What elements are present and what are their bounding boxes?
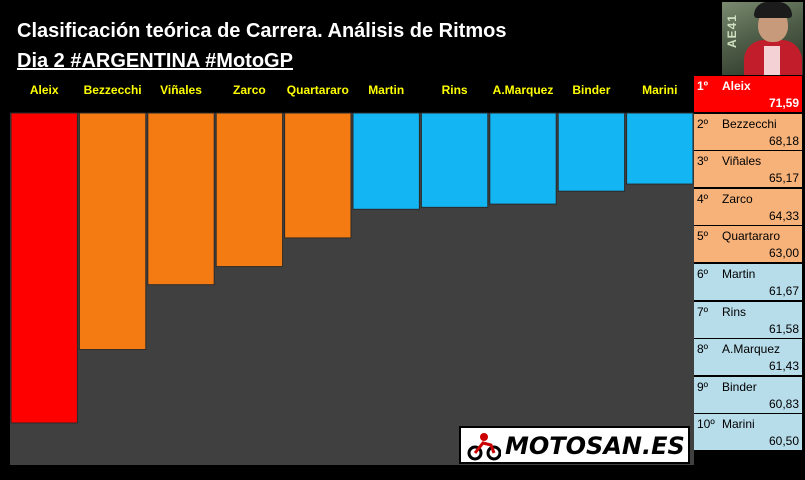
- category-label: Viñales: [160, 83, 202, 97]
- bar-binder: [557, 112, 626, 192]
- ranking-position: 9º: [697, 379, 709, 394]
- pace-bar-chart: Aleix Bezzecchi Viñales Zarco Quartararo Mart…: [10, 83, 694, 465]
- ranking-item: 8º A.Marquez 61,43: [694, 339, 802, 376]
- ranking-value: 63,00: [768, 246, 799, 261]
- ranking-position: 7º: [697, 304, 709, 319]
- page-subtitle: Dia 2 #ARGENTINA #MotoGP: [17, 50, 293, 72]
- ranking-position: 6º: [697, 267, 709, 281]
- ranking-rider-name: Aleix: [722, 79, 751, 93]
- category-label: Martin: [368, 83, 404, 97]
- category-label: Binder: [572, 83, 610, 97]
- ranking-rider-name: A.Marquez: [722, 342, 781, 357]
- ranking-position: 5º: [697, 229, 709, 244]
- bar-bezzecchi: [78, 112, 147, 351]
- ranking-position: 3º: [697, 154, 709, 169]
- ranking-rider-name: Martin: [722, 267, 756, 281]
- ranking-position: 8º: [697, 342, 709, 357]
- motorbike-rider-icon: [467, 433, 501, 461]
- logo-text: MOTOSAN.ES: [505, 432, 685, 460]
- ranking-position: 4º: [697, 191, 709, 206]
- ranking-item: 10º Marini 60,50: [694, 414, 802, 451]
- ranking-value: 61,58: [768, 321, 799, 336]
- ranking-item: 1º Aleix 71,59: [694, 76, 802, 112]
- photo-plate-text: AE41: [725, 14, 739, 49]
- ranking-item: 5º Quartararo 63,00: [694, 226, 802, 263]
- ranking-value: 68,18: [768, 133, 799, 148]
- motosan-logo: MOTOSAN.ES: [459, 426, 690, 464]
- ranking-rider-name: Binder: [722, 379, 757, 394]
- ranking-value: 60,50: [768, 434, 799, 449]
- ranking-value: 65,17: [768, 171, 799, 186]
- ranking-value: 71,59: [768, 96, 799, 110]
- ranking-value: 61,67: [768, 284, 799, 298]
- bar-aleix: [10, 112, 78, 424]
- page-title: Clasificación teórica de Carrera. Anális…: [17, 20, 507, 42]
- category-label: Marini: [642, 83, 677, 97]
- ranking-value: 60,83: [768, 396, 799, 411]
- bar-zarco: [215, 112, 284, 268]
- bar-quartararo: [284, 112, 352, 239]
- ranking-item: 7º Rins 61,58: [694, 301, 802, 338]
- ranking-rider-name: Zarco: [722, 191, 753, 206]
- ranking-rider-name: Marini: [722, 417, 755, 432]
- ranking-item: 2º Bezzecchi 68,18: [694, 113, 802, 150]
- ranking-item: 4º Zarco 64,33: [694, 188, 802, 225]
- bar-martin: [352, 112, 420, 210]
- ranking-item: 9º Binder 60,83: [694, 376, 802, 413]
- category-label: Quartararo: [287, 83, 349, 97]
- ranking-rider-name: Quartararo: [722, 229, 781, 244]
- ranking-value: 64,33: [768, 208, 799, 223]
- ranking-rider-name: Bezzecchi: [722, 116, 777, 131]
- ranking-rider-name: Rins: [722, 304, 747, 319]
- bar-rins: [420, 112, 489, 208]
- category-label: Rins: [442, 83, 468, 97]
- bar-viñales: [147, 112, 215, 286]
- ranking-rider-name: Viñales: [722, 154, 762, 169]
- ranking-item: 6º Martin 61,67: [694, 264, 802, 300]
- ranking-item: 3º Viñales 65,17: [694, 151, 802, 188]
- ranking-value: 61,43: [768, 359, 799, 374]
- category-label: Bezzecchi: [84, 83, 142, 97]
- category-label: Zarco: [233, 83, 266, 97]
- rider-photo: AE41: [722, 2, 803, 75]
- category-label: Aleix: [30, 83, 59, 97]
- ranking-position: 10º: [697, 417, 715, 432]
- category-label: A.Marquez: [493, 83, 554, 97]
- bar-a-marquez: [489, 112, 557, 205]
- ranking-position: 2º: [697, 116, 709, 131]
- ranking-position: 1º: [697, 79, 709, 93]
- bar-marini: [626, 112, 694, 185]
